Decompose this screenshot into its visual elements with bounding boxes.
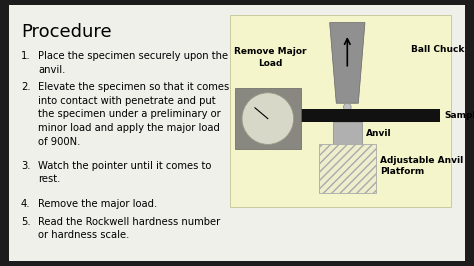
Text: Sample: Sample bbox=[445, 111, 474, 120]
Polygon shape bbox=[329, 23, 365, 103]
Circle shape bbox=[242, 93, 293, 144]
Text: Procedure: Procedure bbox=[21, 23, 111, 41]
Bar bbox=[333, 122, 362, 144]
Text: 1.: 1. bbox=[21, 51, 31, 61]
Text: 4.: 4. bbox=[21, 199, 30, 209]
Text: Watch the pointer until it comes to
rest.: Watch the pointer until it comes to rest… bbox=[38, 161, 212, 184]
Text: Remove Major
Load: Remove Major Load bbox=[234, 47, 306, 68]
Circle shape bbox=[344, 103, 351, 111]
Text: Ball Chuck: Ball Chuck bbox=[411, 45, 465, 54]
Text: 3.: 3. bbox=[21, 161, 30, 171]
Bar bbox=[319, 144, 376, 193]
Bar bbox=[285, 109, 440, 122]
Text: 2.: 2. bbox=[21, 82, 31, 92]
Text: Remove the major load.: Remove the major load. bbox=[38, 199, 157, 209]
Text: Anvil: Anvil bbox=[365, 128, 391, 138]
Text: Elevate the specimen so that it comes
into contact with penetrate and put
the sp: Elevate the specimen so that it comes in… bbox=[38, 82, 229, 147]
Text: 5.: 5. bbox=[21, 217, 31, 227]
Bar bbox=[230, 15, 451, 207]
Bar bbox=[235, 88, 301, 149]
Text: Place the specimen securely upon the
anvil.: Place the specimen securely upon the anv… bbox=[38, 51, 228, 75]
Text: Adjustable Anvil
Platform: Adjustable Anvil Platform bbox=[380, 156, 463, 176]
Text: Read the Rockwell hardness number
or hardness scale.: Read the Rockwell hardness number or har… bbox=[38, 217, 220, 240]
